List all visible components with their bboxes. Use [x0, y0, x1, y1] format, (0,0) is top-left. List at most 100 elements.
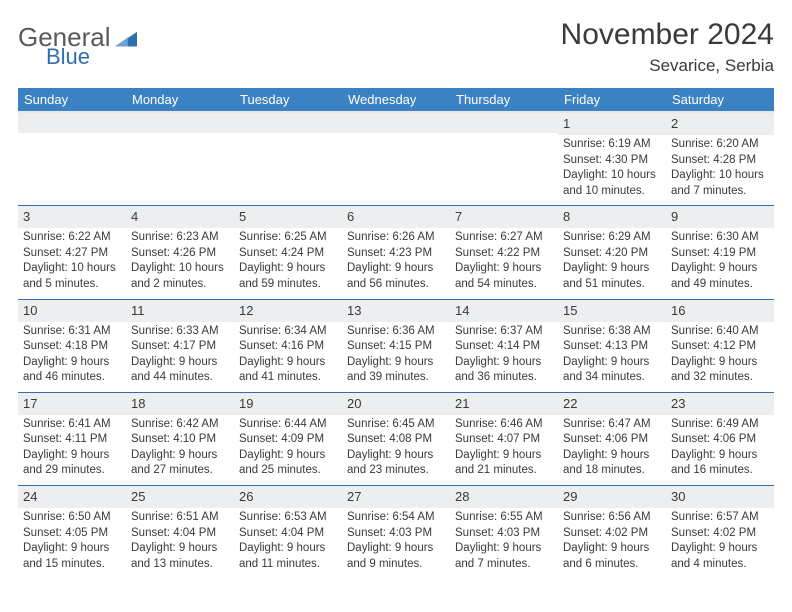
sunset-text: Sunset: 4:09 PM — [239, 432, 337, 448]
day-number: 12 — [234, 300, 342, 322]
sunrise-text: Sunrise: 6:33 AM — [131, 324, 229, 340]
sunset-text: Sunset: 4:24 PM — [239, 246, 337, 262]
sunrise-text: Sunrise: 6:23 AM — [131, 230, 229, 246]
day-number — [234, 113, 342, 133]
day-number: 30 — [666, 486, 774, 508]
day-number: 21 — [450, 393, 558, 415]
calendar-cell: 12Sunrise: 6:34 AMSunset: 4:16 PMDayligh… — [234, 299, 342, 392]
day-number: 15 — [558, 300, 666, 322]
calendar-cell: 17Sunrise: 6:41 AMSunset: 4:11 PMDayligh… — [18, 392, 126, 485]
weekday-header: Sunday — [18, 88, 126, 112]
sunset-text: Sunset: 4:11 PM — [23, 432, 121, 448]
day-number: 7 — [450, 206, 558, 228]
weekday-header: Friday — [558, 88, 666, 112]
sunrise-text: Sunrise: 6:54 AM — [347, 510, 445, 526]
sunset-text: Sunset: 4:06 PM — [563, 432, 661, 448]
sunset-text: Sunset: 4:19 PM — [671, 246, 769, 262]
day-body: Sunrise: 6:37 AMSunset: 4:14 PMDaylight:… — [450, 322, 558, 392]
day-body: Sunrise: 6:29 AMSunset: 4:20 PMDaylight:… — [558, 228, 666, 298]
daylight-text: Daylight: 9 hours and 18 minutes. — [563, 448, 661, 479]
calendar-cell: 24Sunrise: 6:50 AMSunset: 4:05 PMDayligh… — [18, 486, 126, 579]
sunrise-text: Sunrise: 6:30 AM — [671, 230, 769, 246]
sunset-text: Sunset: 4:13 PM — [563, 339, 661, 355]
daylight-text: Daylight: 9 hours and 16 minutes. — [671, 448, 769, 479]
day-body: Sunrise: 6:23 AMSunset: 4:26 PMDaylight:… — [126, 228, 234, 298]
day-number: 25 — [126, 486, 234, 508]
daylight-text: Daylight: 9 hours and 39 minutes. — [347, 355, 445, 386]
daylight-text: Daylight: 9 hours and 23 minutes. — [347, 448, 445, 479]
sunrise-text: Sunrise: 6:53 AM — [239, 510, 337, 526]
sunset-text: Sunset: 4:02 PM — [671, 526, 769, 542]
sunrise-text: Sunrise: 6:41 AM — [23, 417, 121, 433]
sunrise-text: Sunrise: 6:45 AM — [347, 417, 445, 433]
weekday-header: Thursday — [450, 88, 558, 112]
calendar-row: 1Sunrise: 6:19 AMSunset: 4:30 PMDaylight… — [18, 112, 774, 206]
sunrise-text: Sunrise: 6:44 AM — [239, 417, 337, 433]
page-header: General Blue November 2024 Sevarice, Ser… — [18, 18, 774, 76]
day-body: Sunrise: 6:20 AMSunset: 4:28 PMDaylight:… — [666, 135, 774, 205]
calendar-cell: 29Sunrise: 6:56 AMSunset: 4:02 PMDayligh… — [558, 486, 666, 579]
month-title: November 2024 — [561, 18, 774, 52]
day-body: Sunrise: 6:27 AMSunset: 4:22 PMDaylight:… — [450, 228, 558, 298]
day-number: 3 — [18, 206, 126, 228]
day-number: 18 — [126, 393, 234, 415]
day-body: Sunrise: 6:34 AMSunset: 4:16 PMDaylight:… — [234, 322, 342, 392]
sunset-text: Sunset: 4:04 PM — [131, 526, 229, 542]
day-body: Sunrise: 6:50 AMSunset: 4:05 PMDaylight:… — [18, 508, 126, 578]
day-body: Sunrise: 6:56 AMSunset: 4:02 PMDaylight:… — [558, 508, 666, 578]
daylight-text: Daylight: 9 hours and 34 minutes. — [563, 355, 661, 386]
day-number: 29 — [558, 486, 666, 508]
calendar-cell: 1Sunrise: 6:19 AMSunset: 4:30 PMDaylight… — [558, 112, 666, 206]
sunrise-text: Sunrise: 6:37 AM — [455, 324, 553, 340]
sunset-text: Sunset: 4:15 PM — [347, 339, 445, 355]
daylight-text: Daylight: 10 hours and 7 minutes. — [671, 168, 769, 199]
sunrise-text: Sunrise: 6:27 AM — [455, 230, 553, 246]
calendar-cell: 3Sunrise: 6:22 AMSunset: 4:27 PMDaylight… — [18, 206, 126, 299]
day-body: Sunrise: 6:44 AMSunset: 4:09 PMDaylight:… — [234, 415, 342, 485]
calendar-cell: 5Sunrise: 6:25 AMSunset: 4:24 PMDaylight… — [234, 206, 342, 299]
day-number: 1 — [558, 113, 666, 135]
calendar-cell: 6Sunrise: 6:26 AMSunset: 4:23 PMDaylight… — [342, 206, 450, 299]
sunset-text: Sunset: 4:28 PM — [671, 153, 769, 169]
sunrise-text: Sunrise: 6:46 AM — [455, 417, 553, 433]
day-body: Sunrise: 6:55 AMSunset: 4:03 PMDaylight:… — [450, 508, 558, 578]
calendar-cell — [234, 112, 342, 206]
day-number: 26 — [234, 486, 342, 508]
day-number: 10 — [18, 300, 126, 322]
day-body: Sunrise: 6:42 AMSunset: 4:10 PMDaylight:… — [126, 415, 234, 485]
calendar-cell — [126, 112, 234, 206]
sunrise-text: Sunrise: 6:50 AM — [23, 510, 121, 526]
day-body: Sunrise: 6:53 AMSunset: 4:04 PMDaylight:… — [234, 508, 342, 578]
day-body: Sunrise: 6:45 AMSunset: 4:08 PMDaylight:… — [342, 415, 450, 485]
sunset-text: Sunset: 4:03 PM — [455, 526, 553, 542]
calendar-cell: 26Sunrise: 6:53 AMSunset: 4:04 PMDayligh… — [234, 486, 342, 579]
sunrise-text: Sunrise: 6:51 AM — [131, 510, 229, 526]
day-number: 6 — [342, 206, 450, 228]
sunrise-text: Sunrise: 6:19 AM — [563, 137, 661, 153]
daylight-text: Daylight: 9 hours and 49 minutes. — [671, 261, 769, 292]
daylight-text: Daylight: 9 hours and 59 minutes. — [239, 261, 337, 292]
calendar-cell: 22Sunrise: 6:47 AMSunset: 4:06 PMDayligh… — [558, 392, 666, 485]
weekday-header: Saturday — [666, 88, 774, 112]
sunset-text: Sunset: 4:02 PM — [563, 526, 661, 542]
calendar-cell — [342, 112, 450, 206]
sunrise-text: Sunrise: 6:42 AM — [131, 417, 229, 433]
calendar-cell: 28Sunrise: 6:55 AMSunset: 4:03 PMDayligh… — [450, 486, 558, 579]
weekday-header: Monday — [126, 88, 234, 112]
day-number: 16 — [666, 300, 774, 322]
sunrise-text: Sunrise: 6:49 AM — [671, 417, 769, 433]
calendar-cell: 15Sunrise: 6:38 AMSunset: 4:13 PMDayligh… — [558, 299, 666, 392]
calendar-cell: 21Sunrise: 6:46 AMSunset: 4:07 PMDayligh… — [450, 392, 558, 485]
day-body: Sunrise: 6:40 AMSunset: 4:12 PMDaylight:… — [666, 322, 774, 392]
day-number: 23 — [666, 393, 774, 415]
sunset-text: Sunset: 4:06 PM — [671, 432, 769, 448]
daylight-text: Daylight: 9 hours and 27 minutes. — [131, 448, 229, 479]
calendar-cell: 4Sunrise: 6:23 AMSunset: 4:26 PMDaylight… — [126, 206, 234, 299]
day-number — [18, 113, 126, 133]
daylight-text: Daylight: 9 hours and 9 minutes. — [347, 541, 445, 572]
calendar-cell: 16Sunrise: 6:40 AMSunset: 4:12 PMDayligh… — [666, 299, 774, 392]
sunrise-text: Sunrise: 6:56 AM — [563, 510, 661, 526]
day-number: 24 — [18, 486, 126, 508]
calendar-cell: 11Sunrise: 6:33 AMSunset: 4:17 PMDayligh… — [126, 299, 234, 392]
calendar-cell: 18Sunrise: 6:42 AMSunset: 4:10 PMDayligh… — [126, 392, 234, 485]
